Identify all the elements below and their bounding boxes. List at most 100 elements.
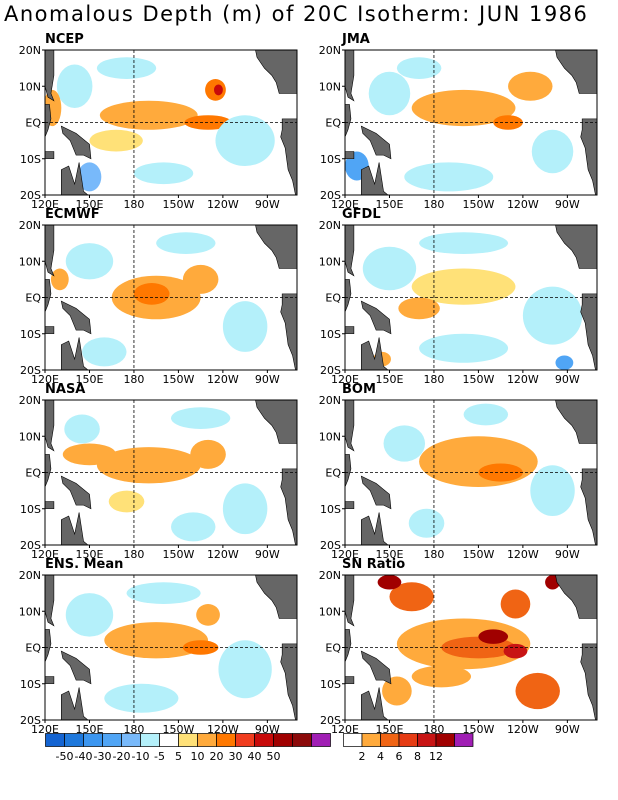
y-tick-label: 20N bbox=[319, 394, 341, 407]
y-tick-label: 20N bbox=[19, 219, 41, 232]
colorbar-label: 10 bbox=[191, 750, 205, 763]
x-tick-label: 120E bbox=[331, 548, 359, 560]
anomaly-patch bbox=[500, 589, 531, 619]
x-tick-label: 120E bbox=[331, 373, 359, 385]
x-tick-label: 120W bbox=[507, 723, 539, 735]
x-tick-label: 120E bbox=[331, 723, 359, 735]
x-tick-label: 120W bbox=[207, 723, 239, 735]
panel-gfdl: 20N 10N EQ 10S 20S 120E 150E 180 150W 120W 90W GFD… bbox=[300, 205, 600, 385]
panel-ncep: 20N 10N EQ 10S 20S 120E 150E 180 150W 120W 90W NCE… bbox=[0, 30, 300, 210]
anomaly-patch bbox=[104, 683, 179, 713]
land-mass bbox=[45, 512, 89, 545]
colorbar-label: -40 bbox=[75, 750, 93, 763]
contour-field bbox=[45, 575, 297, 720]
x-tick-label: 90W bbox=[255, 198, 280, 210]
y-tick-label: EQ bbox=[325, 467, 341, 480]
anomaly-patch bbox=[515, 672, 560, 710]
land-mass bbox=[45, 501, 55, 510]
x-tick-label: 180 bbox=[423, 198, 444, 210]
y-tick-label: EQ bbox=[325, 642, 341, 655]
colorbar-label: 2 bbox=[359, 750, 366, 763]
x-tick-label: 150W bbox=[462, 373, 494, 385]
anomaly-patch bbox=[190, 439, 226, 469]
x-tick-label: 90W bbox=[255, 548, 280, 560]
land-mass bbox=[345, 676, 355, 685]
x-tick-label: 120W bbox=[507, 198, 539, 210]
anomaly-patch bbox=[478, 629, 509, 644]
y-tick-label: 20N bbox=[19, 569, 41, 582]
anomaly-patch bbox=[182, 264, 219, 294]
y-tick-label: 20S bbox=[20, 364, 41, 377]
colorbar-swatch bbox=[159, 733, 179, 747]
y-tick-label: EQ bbox=[325, 292, 341, 305]
land-mass bbox=[345, 162, 389, 195]
colorbar-swatch bbox=[454, 733, 474, 747]
x-tick-label: 150E bbox=[375, 198, 403, 210]
anomaly-patch bbox=[171, 512, 216, 542]
colorbar-label: -20 bbox=[113, 750, 131, 763]
panel-title: ENS. Mean bbox=[45, 557, 124, 572]
land-mass bbox=[60, 300, 92, 335]
colorbar-label: 40 bbox=[248, 750, 262, 763]
anomaly-patch bbox=[555, 355, 574, 370]
y-tick-label: 10S bbox=[20, 328, 41, 341]
contour-field bbox=[345, 50, 597, 195]
y-tick-label: 20N bbox=[319, 569, 341, 582]
x-tick-label: 150W bbox=[462, 723, 494, 735]
colorbar-svg: -50 -40 -30 -20 -10 -5 5 10 20 30 40 50 bbox=[45, 733, 331, 763]
panel-title: NCEP bbox=[45, 32, 84, 47]
x-tick-label: 90W bbox=[555, 548, 580, 560]
y-tick-label: 20S bbox=[20, 714, 41, 727]
y-tick-label: 10N bbox=[319, 255, 341, 268]
y-tick-label: 10S bbox=[320, 678, 341, 691]
y-tick-label: 10N bbox=[319, 605, 341, 618]
colorbar-label: -30 bbox=[94, 750, 112, 763]
x-tick-label: 150W bbox=[462, 198, 494, 210]
y-tick-label: EQ bbox=[25, 467, 41, 480]
anomaly-patch bbox=[383, 425, 426, 462]
anomaly-patch bbox=[419, 333, 509, 363]
x-tick-label: 120E bbox=[31, 548, 59, 560]
y-tick-label: 20S bbox=[320, 189, 341, 202]
land-mass bbox=[345, 337, 389, 370]
colorbar-swatch bbox=[417, 733, 437, 747]
anomaly-patch bbox=[65, 243, 114, 280]
panel-ens-mean: 20N 10N EQ 10S 20S 120E 150E 180 150W 120W 90W ENS… bbox=[0, 555, 300, 735]
anomaly-patch bbox=[215, 115, 275, 166]
anomaly-patch bbox=[222, 483, 268, 535]
y-tick-label: 10S bbox=[320, 328, 341, 341]
contour-field bbox=[45, 400, 297, 545]
x-tick-label: 90W bbox=[555, 373, 580, 385]
colorbar-label: 12 bbox=[429, 750, 443, 763]
land-mass bbox=[360, 650, 392, 685]
anomaly-patch bbox=[99, 100, 198, 130]
x-tick-label: 180 bbox=[123, 198, 144, 210]
anomaly-patch bbox=[411, 89, 516, 127]
anomaly-patch bbox=[133, 283, 170, 305]
land-mass bbox=[580, 468, 597, 545]
land-mass bbox=[45, 454, 52, 488]
anomaly-patch bbox=[77, 162, 102, 192]
x-tick-label: 120W bbox=[207, 198, 239, 210]
land-mass bbox=[555, 225, 597, 269]
land-mass bbox=[45, 629, 52, 663]
y-tick-label: EQ bbox=[325, 117, 341, 130]
y-tick-label: 10S bbox=[320, 503, 341, 516]
y-tick-label: 10N bbox=[19, 605, 41, 618]
land-mass bbox=[345, 501, 355, 510]
land-mass bbox=[555, 50, 597, 94]
colorbar-swatch bbox=[398, 733, 418, 747]
colorbar-label: 8 bbox=[414, 750, 421, 763]
anomaly-patch bbox=[108, 490, 145, 513]
y-tick-label: 10N bbox=[19, 255, 41, 268]
colorbar-swatch bbox=[435, 733, 455, 747]
anomaly-patch bbox=[62, 443, 117, 466]
anomaly-patch bbox=[522, 286, 583, 345]
anomaly-patch bbox=[50, 268, 69, 291]
y-tick-label: 20N bbox=[19, 44, 41, 57]
land-mass bbox=[345, 279, 352, 313]
colorbar-swatch bbox=[380, 733, 400, 747]
